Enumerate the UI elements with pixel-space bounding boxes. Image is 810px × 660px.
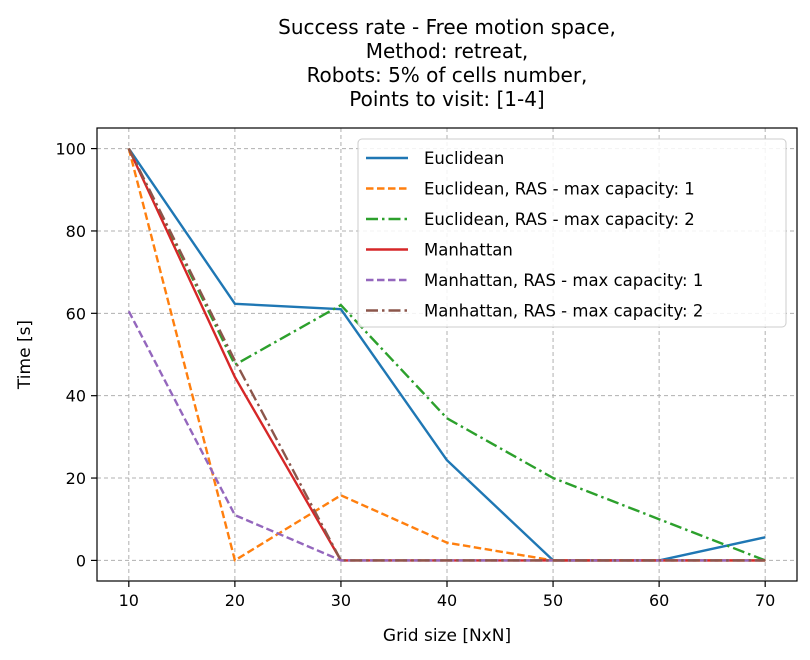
legend-label-6: Manhattan, RAS - max capacity: 2 bbox=[424, 302, 703, 321]
legend-label-1: Euclidean bbox=[424, 149, 504, 168]
x-tick-label: 70 bbox=[755, 591, 775, 610]
chart-title-line-2: Method: retreat, bbox=[366, 39, 529, 63]
x-axis-ticks: 10 20 30 40 50 60 70 bbox=[119, 581, 775, 610]
x-tick-label: 30 bbox=[331, 591, 351, 610]
chart-title-line-3: Robots: 5% of cells number, bbox=[307, 63, 588, 87]
y-tick-label: 20 bbox=[66, 469, 86, 488]
chart-title: Success rate - Free motion space,Method:… bbox=[278, 15, 616, 111]
legend-label-2: Euclidean, RAS - max capacity: 1 bbox=[424, 180, 695, 199]
x-tick-label: 40 bbox=[437, 591, 457, 610]
series-line-6 bbox=[127, 148, 766, 562]
legend-label-3: Euclidean, RAS - max capacity: 2 bbox=[424, 210, 695, 229]
y-tick-label: 60 bbox=[66, 304, 86, 323]
x-axis-label: Grid size [NxN] bbox=[383, 626, 511, 646]
chart-title-line-4: Points to visit: [1-4] bbox=[349, 87, 544, 111]
y-axis-ticks: 0 20 40 60 80 100 bbox=[55, 140, 97, 570]
y-tick-label: 80 bbox=[66, 222, 86, 241]
series-line-2 bbox=[127, 148, 766, 562]
chart-title-line-1: Success rate - Free motion space, bbox=[278, 15, 616, 39]
x-tick-label: 20 bbox=[225, 591, 245, 610]
legend: Euclidean Euclidean, RAS - max capacity: … bbox=[357, 138, 787, 328]
legend-label-4: Manhattan bbox=[424, 241, 513, 260]
legend-label-5: Manhattan, RAS - max capacity: 1 bbox=[424, 271, 703, 290]
y-axis-label: Time [s] bbox=[15, 320, 35, 390]
y-tick-label: 40 bbox=[66, 387, 86, 406]
legend-box bbox=[357, 138, 787, 328]
x-tick-label: 60 bbox=[649, 591, 669, 610]
series-line-3 bbox=[127, 148, 766, 562]
y-tick-label: 100 bbox=[55, 140, 86, 159]
y-tick-label: 0 bbox=[76, 551, 86, 570]
x-tick-label: 50 bbox=[543, 591, 563, 610]
x-tick-label: 10 bbox=[119, 591, 139, 610]
series-lines bbox=[127, 147, 766, 562]
